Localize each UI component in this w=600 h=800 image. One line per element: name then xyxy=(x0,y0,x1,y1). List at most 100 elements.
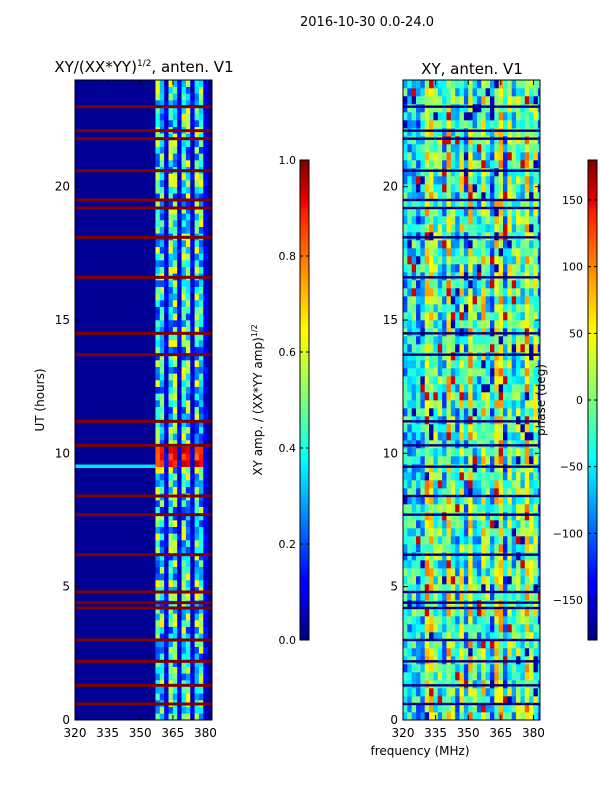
phase-heatmap-cell xyxy=(459,200,465,209)
amplitude-heatmap-cell xyxy=(194,373,200,381)
phase-heatmap-cell xyxy=(403,488,408,497)
phase-heatmap-cell xyxy=(529,160,534,169)
amplitude-heatmap-cell xyxy=(203,453,208,461)
amplitude-heatmap-cell xyxy=(155,506,161,514)
phase-heatmap-cell xyxy=(455,288,460,297)
phase-heatmap-cell xyxy=(416,392,421,401)
amplitude-heatmap-cell xyxy=(168,286,174,294)
phase-heatmap-cell xyxy=(524,496,530,505)
phase-heatmap-cell xyxy=(455,448,460,457)
phase-heatmap-cell xyxy=(494,712,499,720)
phase-heatmap-cell xyxy=(403,472,408,481)
amplitude-heatmap-cell xyxy=(164,653,169,661)
amplitude-heatmap-cell xyxy=(155,660,161,667)
phase-heatmap-cell xyxy=(433,432,439,441)
phase-heatmap-cell xyxy=(503,320,508,329)
phase-heatmap-cell xyxy=(503,344,508,353)
amplitude-heatmap-cell xyxy=(190,560,195,567)
amplitude-heatmap-cell xyxy=(190,266,195,274)
phase-heatmap-cell xyxy=(450,160,456,169)
phase-heatmap-cell xyxy=(411,552,417,561)
phase-heatmap-cell xyxy=(424,208,430,217)
phase-heatmap-cell xyxy=(437,360,443,369)
amplitude-heatmap-cell xyxy=(159,480,165,487)
amplitude-heatmap-cell xyxy=(203,420,208,427)
phase-heatmap-cell xyxy=(433,352,439,361)
phase-heatmap-cell xyxy=(520,176,526,185)
phase-heatmap-cell xyxy=(450,312,456,321)
amplitude-heatmap-cell xyxy=(181,326,187,334)
phase-heatmap-cell xyxy=(420,264,426,273)
phase-heatmap-cell xyxy=(524,544,530,553)
phase-heatmap-cell xyxy=(516,112,521,121)
amplitude-heatmap-cell xyxy=(198,480,204,487)
amplitude-heatmap-cell xyxy=(168,320,174,327)
amplitude-heatmap-cell xyxy=(168,253,174,261)
phase-heatmap-cell xyxy=(503,304,508,313)
amplitude-heatmap-cell xyxy=(194,540,200,547)
phase-heatmap-cell xyxy=(403,592,408,601)
amplitude-heatmap-cell xyxy=(190,246,195,254)
phase-heatmap-cell xyxy=(468,200,473,209)
amplitude-heatmap-cell xyxy=(155,120,161,127)
amplitude-heatmap-cell xyxy=(203,280,208,287)
phase-heatmap-cell xyxy=(524,104,530,113)
amplitude-heatmap-cell xyxy=(159,466,165,474)
amplitude-heatmap-cell xyxy=(164,160,169,167)
amplitude-heatmap-cell xyxy=(168,713,174,720)
phase-heatmap-cell xyxy=(403,168,408,177)
phase-heatmap-cell xyxy=(476,376,482,385)
amplitude-heatmap-cell xyxy=(181,713,187,720)
phase-heatmap-cell xyxy=(424,160,430,169)
phase-heatmap-cell xyxy=(503,464,508,473)
phase-heatmap-cell xyxy=(498,664,504,673)
amplitude-heatmap-cell xyxy=(181,506,187,514)
phase-heatmap-cell xyxy=(450,600,456,609)
phase-heatmap-cell xyxy=(468,312,473,321)
phase-heatmap-cell xyxy=(468,528,473,537)
phase-heatmap-cell xyxy=(411,216,417,225)
phase-heatmap-cell xyxy=(494,296,499,305)
amplitude-heatmap-cell xyxy=(168,313,174,321)
phase-heatmap-cell xyxy=(416,528,421,537)
phase-heatmap-cell xyxy=(411,96,417,105)
amplitude-heatmap-cell xyxy=(185,693,191,701)
phase-heatmap-cell xyxy=(411,432,417,441)
phase-heatmap-cell xyxy=(516,240,521,249)
phase-heatmap-cell xyxy=(463,664,469,673)
phase-heatmap-cell xyxy=(524,280,530,289)
phase-heatmap-cell xyxy=(459,424,465,433)
phase-heatmap-cell xyxy=(485,368,491,377)
phase-heatmap-cell xyxy=(407,560,412,569)
amplitude-heatmap-cell xyxy=(185,360,191,367)
amplitude-heatmap-cell xyxy=(203,200,208,207)
amplitude-heatmap-cell xyxy=(168,573,174,581)
phase-heatmap-cell xyxy=(407,400,412,409)
phase-heatmap-cell xyxy=(537,352,540,361)
amplitude-heatmap-cell xyxy=(177,406,182,414)
phase-heatmap-cell xyxy=(455,224,460,233)
phase-heatmap-cell xyxy=(433,464,439,473)
phase-heatmap-cell xyxy=(537,80,540,89)
amplitude-colorbar-tick-label: 0.6 xyxy=(279,346,297,359)
amplitude-heatmap-cell xyxy=(185,213,191,221)
phase-heatmap-cell xyxy=(403,632,408,641)
amplitude-heatmap-cell xyxy=(185,133,191,141)
phase-heatmap-cell xyxy=(442,584,447,593)
phase-heatmap-cell xyxy=(433,584,439,593)
phase-heatmap-cell xyxy=(516,304,521,313)
amplitude-heatmap-cell xyxy=(177,353,182,361)
amplitude-heatmap-cell xyxy=(194,480,200,487)
phase-heatmap-cell xyxy=(433,376,439,385)
phase-heatmap-cell xyxy=(520,608,526,617)
phase-heatmap-cell xyxy=(411,208,417,217)
phase-heatmap-cell xyxy=(450,288,456,297)
amplitude-heatmap-cell xyxy=(155,540,161,547)
phase-heatmap-cell xyxy=(468,168,473,177)
amplitude-heatmap-cell xyxy=(185,386,191,394)
phase-heatmap-cell xyxy=(424,376,430,385)
phase-heatmap-cell xyxy=(429,176,434,185)
amplitude-heatmap-cell xyxy=(198,440,204,447)
amplitude-heatmap-cell xyxy=(198,393,204,401)
amplitude-heatmap-cell xyxy=(181,480,187,487)
